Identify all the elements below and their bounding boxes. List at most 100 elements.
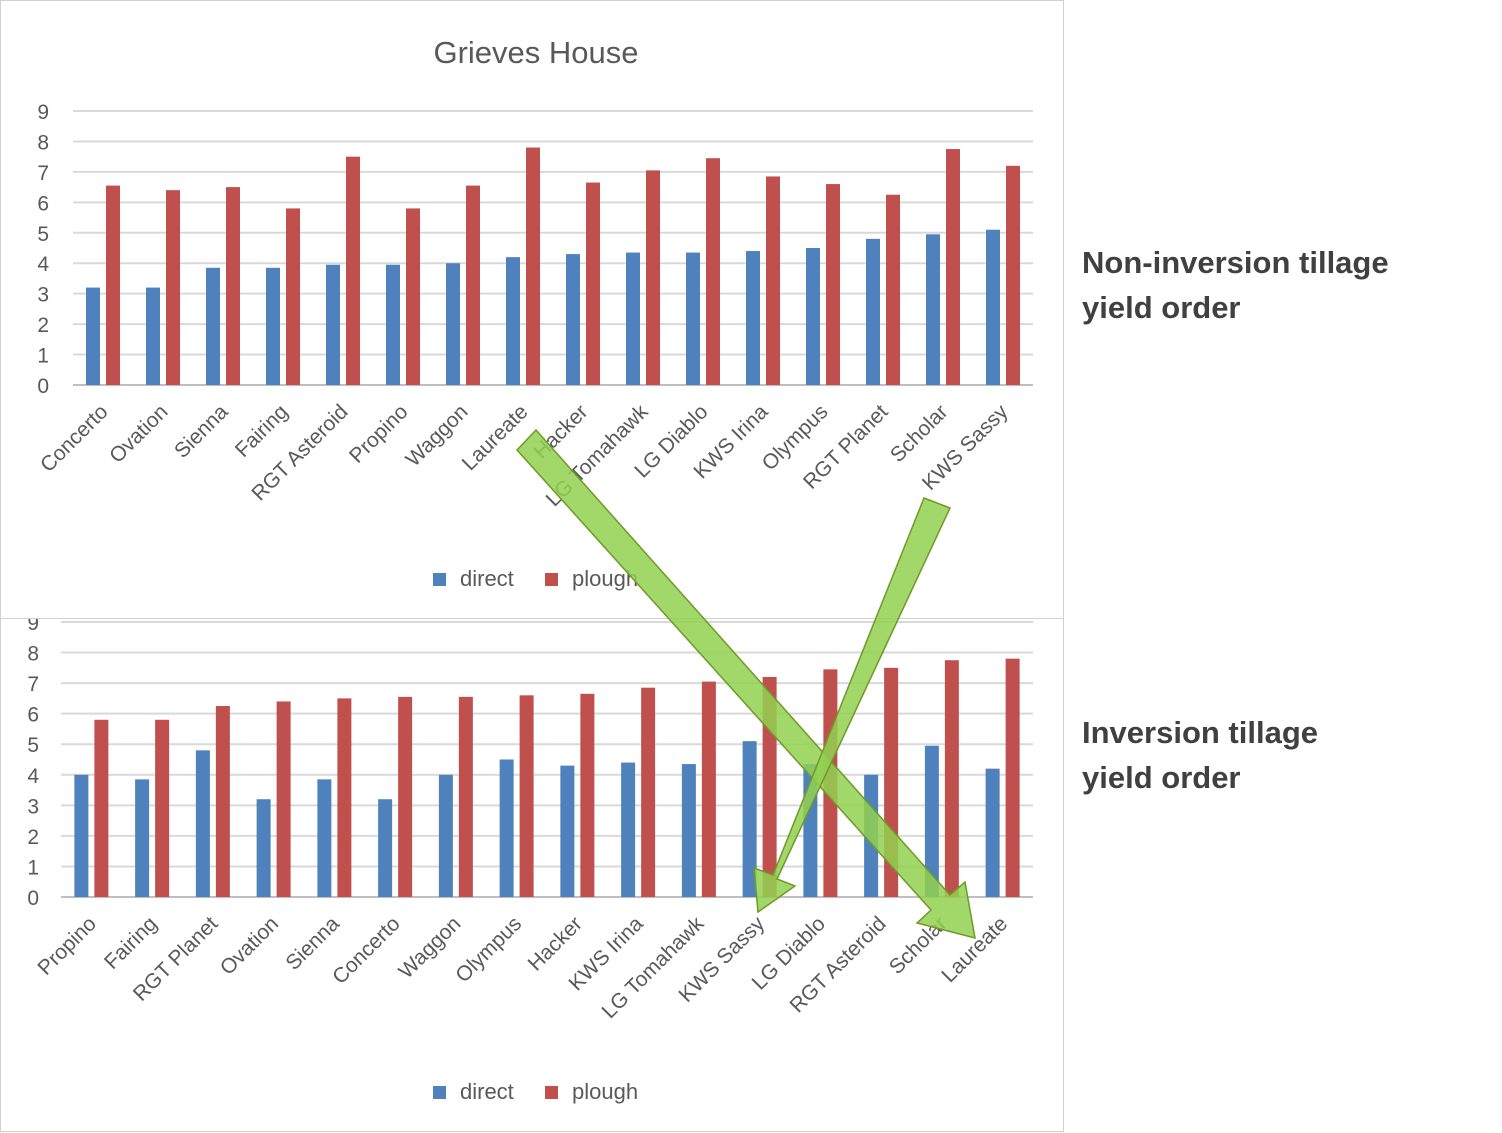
y-tick-label: 1	[37, 345, 49, 368]
bar-direct	[681, 764, 696, 897]
bar-plough	[886, 194, 900, 385]
legend-label-direct: direct	[460, 1079, 514, 1104]
legend-label-direct: direct	[460, 566, 514, 591]
chart-title: Grieves House	[433, 35, 638, 70]
legend-label-plough: plough	[572, 566, 638, 591]
bar-plough	[946, 149, 960, 385]
bar-direct	[206, 267, 220, 385]
annotation-inversion: Inversion tillage yield order	[1082, 715, 1319, 795]
bar-direct	[146, 287, 160, 385]
bar-plough	[526, 147, 540, 385]
bar-direct	[926, 234, 940, 385]
x-tick-label: Concerto	[328, 912, 405, 989]
bar-direct	[803, 764, 818, 897]
bar-plough	[458, 696, 473, 897]
annotation-non-inversion: Non-inversion tillage yield order	[1082, 245, 1389, 325]
bar-plough	[706, 158, 720, 385]
y-tick-label: 8	[27, 643, 39, 666]
bar-chart-top: Grieves House 0 1 2 3 4 5 6 7 8 9 ConcertoOvationSi…	[36, 35, 1033, 591]
bar-direct	[866, 238, 880, 385]
bar-plough	[286, 208, 300, 385]
x-tick-label: Propino	[345, 400, 412, 467]
bar-direct	[74, 774, 89, 897]
bar-plough	[106, 185, 120, 385]
bar-plough	[826, 184, 840, 385]
y-tick-label: 8	[37, 131, 49, 154]
bar-plough	[276, 701, 291, 897]
y-tick-label: 0	[37, 375, 49, 398]
bar-direct	[924, 745, 939, 897]
y-tick-label: 4	[27, 765, 39, 788]
chart-inversion: 0 1 2 3 4 5 6 7 8 9 Propino Fairing RGT Planet Ovatio…	[0, 618, 1064, 1132]
bar-plough	[646, 170, 660, 385]
bar-plough	[398, 696, 413, 897]
y-tick-label: 9	[37, 101, 49, 124]
bar-direct	[317, 779, 332, 897]
bar-direct	[626, 252, 640, 385]
x-tick-label: Concerto	[36, 400, 113, 477]
bar-direct	[621, 762, 636, 897]
y-tick-label: 6	[37, 192, 49, 215]
bar-plough	[519, 695, 534, 897]
bar-plough	[766, 176, 780, 385]
bar-direct	[378, 799, 393, 897]
bar-plough	[346, 156, 360, 385]
bar-plough	[580, 693, 595, 897]
bar-plough	[586, 182, 600, 385]
bar-direct	[566, 254, 580, 385]
y-tick-label: 5	[27, 734, 39, 757]
y-tick-label: 4	[37, 253, 49, 276]
bar-plough	[762, 677, 777, 897]
y-tick-label: 3	[27, 795, 39, 818]
bar-plough	[701, 681, 716, 897]
chart-grieves-house-non-inversion: Grieves House 0 1 2 3 4 5 6 7 8 9 Concerto Ovation Si…	[0, 0, 1064, 620]
legend-label-plough: plough	[572, 1079, 638, 1104]
legend-swatch-plough	[545, 573, 558, 586]
bar-direct	[326, 264, 340, 385]
bar-direct	[256, 799, 271, 897]
bar-direct	[686, 252, 700, 385]
y-tick-label: 9	[27, 619, 39, 635]
bar-direct	[560, 765, 575, 897]
bar-plough	[337, 698, 352, 897]
y-tick-label: 2	[27, 826, 39, 849]
y-tick-label: 7	[37, 162, 49, 185]
bar-direct	[86, 287, 100, 385]
bar-direct	[266, 267, 280, 385]
bar-plough	[944, 660, 959, 897]
legend-swatch-plough	[545, 1086, 558, 1099]
y-tick-label: 1	[27, 856, 39, 879]
bar-direct	[438, 774, 453, 897]
bar-plough	[215, 706, 230, 897]
x-tick-label: Laureate	[458, 400, 533, 475]
bar-direct	[742, 741, 757, 897]
bar-direct	[746, 251, 760, 385]
bar-direct	[135, 779, 150, 897]
y-tick-label: 7	[27, 673, 39, 696]
bar-direct	[446, 263, 460, 385]
bar-direct	[499, 759, 514, 897]
y-tick-label: 5	[37, 223, 49, 246]
x-tick-label: Olympus	[451, 912, 526, 987]
x-tick-label: Ovation	[216, 912, 283, 979]
bar-plough	[94, 719, 109, 897]
x-tick-label: Sienna	[170, 400, 233, 463]
bar-direct	[386, 264, 400, 385]
bar-direct	[986, 229, 1000, 385]
legend-swatch-direct	[433, 573, 446, 586]
y-tick-label: 2	[37, 314, 49, 337]
bar-plough	[155, 719, 170, 897]
legend-swatch-direct	[433, 1086, 446, 1099]
x-tick-label: Propino	[33, 912, 100, 979]
bar-plough	[823, 669, 838, 897]
bar-plough	[226, 187, 240, 385]
bar-direct	[806, 248, 820, 385]
bar-plough	[166, 190, 180, 385]
bar-direct	[506, 257, 520, 385]
bar-direct	[195, 750, 210, 897]
bar-plough	[1005, 658, 1020, 897]
x-tick-label: Ovation	[105, 400, 172, 467]
y-tick-label: 0	[27, 887, 39, 910]
y-tick-label: 3	[37, 284, 49, 307]
